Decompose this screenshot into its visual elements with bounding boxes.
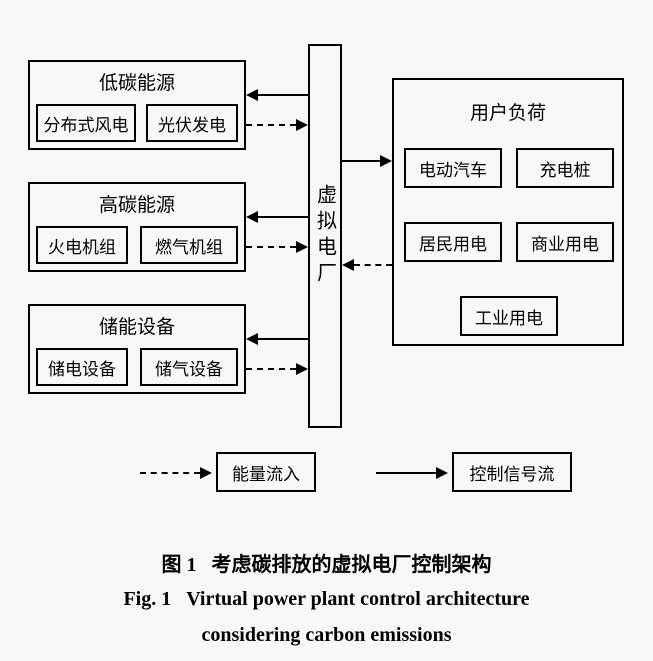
center-vpp-box: 虚拟电厂	[308, 44, 342, 428]
arrowhead-g3-left	[246, 333, 258, 345]
caption-en-prefix: Fig. 1	[123, 588, 171, 610]
item-elec-storage: 储电设备	[36, 348, 128, 386]
group-high-carbon-title: 高碳能源	[30, 190, 244, 217]
legend-solid-line	[376, 472, 436, 474]
arrowhead-g2-left	[246, 211, 258, 223]
arrowhead-g2-right	[296, 241, 308, 253]
item-gas-label: 燃气机组	[155, 233, 223, 258]
item-wind: 分布式风电	[36, 104, 136, 142]
item-gas-storage-label: 储气设备	[155, 355, 223, 380]
caption-en-2: considering carbon emissions	[0, 624, 653, 647]
item-pv-label: 光伏发电	[158, 111, 226, 136]
item-gas-storage: 储气设备	[140, 348, 238, 386]
item-industrial: 工业用电	[460, 296, 558, 336]
arrow-dashed-g1	[246, 124, 296, 126]
arrow-dashed-g2	[246, 246, 296, 248]
arrowhead-g3-right	[296, 363, 308, 375]
caption-en-text1: Virtual power plant control architecture	[186, 588, 529, 610]
legend-solid-arrow	[436, 467, 448, 479]
item-commercial-label: 商业用电	[531, 230, 599, 255]
caption-zh: 图 1 考虑碳排放的虚拟电厂控制架构	[0, 548, 653, 577]
group-user-load-title: 用户负荷	[394, 98, 622, 125]
arrow-solid-g1	[258, 94, 308, 96]
legend-dashed-line	[140, 472, 200, 474]
item-elec-storage-label: 储电设备	[48, 355, 116, 380]
arrowhead-g1-right	[296, 119, 308, 131]
arrow-dashed-g3	[246, 368, 296, 370]
item-charger: 充电桩	[516, 148, 614, 188]
item-residential-label: 居民用电	[419, 230, 487, 255]
legend-control-box: 控制信号流	[452, 452, 572, 492]
caption-en-text2: considering carbon emissions	[201, 624, 451, 646]
group-low-carbon-title: 低碳能源	[30, 68, 244, 95]
item-gas: 燃气机组	[140, 226, 238, 264]
arrow-solid-g3	[258, 338, 308, 340]
legend-control-label: 控制信号流	[470, 460, 555, 485]
item-ev: 电动汽车	[404, 148, 502, 188]
legend-dashed-arrow	[200, 467, 212, 479]
arrowhead-right-r	[380, 155, 392, 167]
item-residential: 居民用电	[404, 222, 502, 262]
arrow-dashed-right	[354, 264, 392, 266]
caption-zh-text: 考虑碳排放的虚拟电厂控制架构	[212, 554, 492, 576]
item-thermal: 火电机组	[36, 226, 128, 264]
group-storage-title: 储能设备	[30, 312, 244, 339]
item-industrial-label: 工业用电	[475, 304, 543, 329]
arrow-solid-g2	[258, 216, 308, 218]
legend-energy-label: 能量流入	[232, 460, 300, 485]
caption-zh-prefix: 图 1	[162, 554, 197, 576]
item-pv: 光伏发电	[146, 104, 238, 142]
arrowhead-g1-left	[246, 89, 258, 101]
arrow-solid-right	[342, 160, 380, 162]
item-wind-label: 分布式风电	[44, 111, 129, 136]
arrowhead-right-l	[342, 259, 354, 271]
item-thermal-label: 火电机组	[48, 233, 116, 258]
caption-en-1: Fig. 1 Virtual power plant control archi…	[0, 588, 653, 611]
diagram-canvas: 虚拟电厂 低碳能源 分布式风电 光伏发电 高碳能源 火电机组 燃气机组 储能设备…	[0, 0, 653, 661]
item-ev-label: 电动汽车	[419, 156, 487, 181]
legend-energy-box: 能量流入	[216, 452, 316, 492]
item-commercial: 商业用电	[516, 222, 614, 262]
center-vpp-label: 虚拟电厂	[311, 184, 340, 288]
item-charger-label: 充电桩	[540, 156, 591, 181]
